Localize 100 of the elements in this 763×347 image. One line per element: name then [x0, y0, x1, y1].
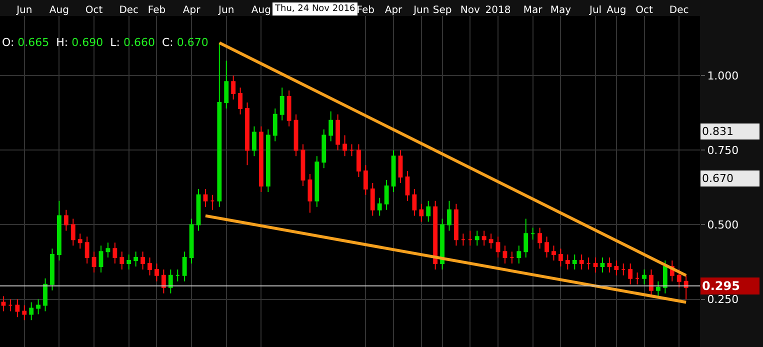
candlestick [43, 278, 48, 312]
candlestick [530, 227, 536, 240]
x-tick-label: Apr [384, 5, 404, 16]
candlestick [656, 280, 660, 297]
candlestick [252, 126, 256, 157]
candlestick [70, 218, 76, 246]
x-tick-label: Aug [606, 5, 626, 16]
candlestick [370, 182, 375, 216]
candlestick [272, 108, 278, 142]
candlestick [363, 164, 368, 196]
candlestick [482, 230, 486, 246]
candlestick [8, 298, 13, 312]
candlestick [245, 102, 250, 166]
candlestick [134, 251, 138, 267]
candlestick [203, 188, 208, 208]
y-tick-label: 0.250 [707, 293, 739, 306]
candlestick [182, 251, 187, 282]
candlestick [294, 114, 298, 157]
candlestick [565, 254, 570, 270]
candlestick [635, 272, 640, 285]
x-tick-label: Jun [16, 5, 32, 16]
x-tick-label: 2018 [485, 5, 511, 16]
candlestick [217, 42, 222, 208]
candlestick [196, 188, 201, 232]
candlestick [538, 227, 542, 250]
candlestick [572, 254, 577, 270]
candlestick [433, 200, 438, 270]
annotation: O: 0.665 H: 0.690 L: 0.660 C: 0.670 [2, 36, 208, 49]
x-tick-label: Aug [49, 5, 69, 16]
y-tick-label: 1.000 [707, 69, 739, 82]
candlestick [600, 257, 605, 273]
candlestick [314, 156, 320, 208]
candlestick [516, 245, 522, 264]
candlestick [579, 254, 584, 270]
candlestick [98, 245, 104, 273]
y-tick-label: 0.500 [707, 218, 739, 232]
candlestick [391, 150, 396, 192]
candlestick [266, 128, 270, 192]
candlestick [447, 200, 452, 232]
candlestick [502, 245, 508, 264]
candlestick [440, 218, 444, 270]
candlestick [544, 236, 549, 258]
candlestick [676, 268, 682, 288]
candlestick [154, 263, 159, 282]
candlestick [328, 110, 334, 142]
candlestick [175, 268, 180, 282]
candlestick [189, 218, 194, 264]
candlestick [558, 248, 563, 267]
candlestick [593, 257, 598, 273]
candlestick [286, 90, 292, 127]
candlestick [384, 180, 389, 210]
x-tick-label: Feb [148, 5, 166, 16]
candlestick [36, 298, 41, 315]
candlestick [112, 242, 118, 264]
x-tick-label: Feb [356, 5, 375, 16]
candlestick [460, 233, 466, 246]
candlestick [468, 230, 472, 246]
candlestick [377, 197, 382, 216]
candlestick [84, 236, 90, 264]
candlestick [280, 87, 284, 121]
x-tick-label: Oct [636, 5, 653, 16]
candlestick [258, 126, 264, 192]
candlestick [308, 174, 312, 214]
candlestick [148, 257, 152, 276]
x-tick-label: Jul [588, 5, 602, 16]
candlestick [684, 274, 688, 300]
candlestick [1, 296, 6, 312]
candlestick [238, 87, 242, 115]
candlestick [168, 268, 173, 294]
candlestick [224, 60, 229, 109]
candlestick [524, 218, 528, 258]
candlestick [454, 203, 458, 246]
candlestick [607, 257, 612, 273]
candlestick [510, 251, 514, 264]
x-tick-label: Oct [85, 5, 103, 16]
ref-line-label: 0.295 [702, 279, 740, 293]
candlestick [336, 114, 340, 151]
candlestick [92, 251, 96, 273]
candlestick [614, 260, 619, 276]
candlestick [419, 203, 424, 222]
x-tick-label: Mar [523, 5, 544, 16]
x-tick-label: Apr [182, 5, 202, 16]
candlestick [300, 144, 306, 186]
text: 0.831 [702, 125, 734, 138]
x-tick-label: Jun [218, 5, 234, 16]
candlestick [161, 268, 166, 294]
candlestick [57, 200, 62, 262]
candlestick [474, 230, 480, 246]
candlestick [15, 298, 20, 318]
candlestick [398, 150, 403, 184]
x-tick-label: Dec [669, 5, 689, 16]
candlestick [210, 194, 215, 210]
candlestick [356, 144, 361, 178]
candlestick [642, 268, 646, 285]
candlestick [586, 257, 591, 270]
candlestick [78, 233, 82, 250]
candlestick [412, 188, 417, 216]
candlestick [426, 200, 431, 222]
x-tick-label: Jun [412, 5, 430, 16]
x-tick-label: May [550, 5, 572, 16]
